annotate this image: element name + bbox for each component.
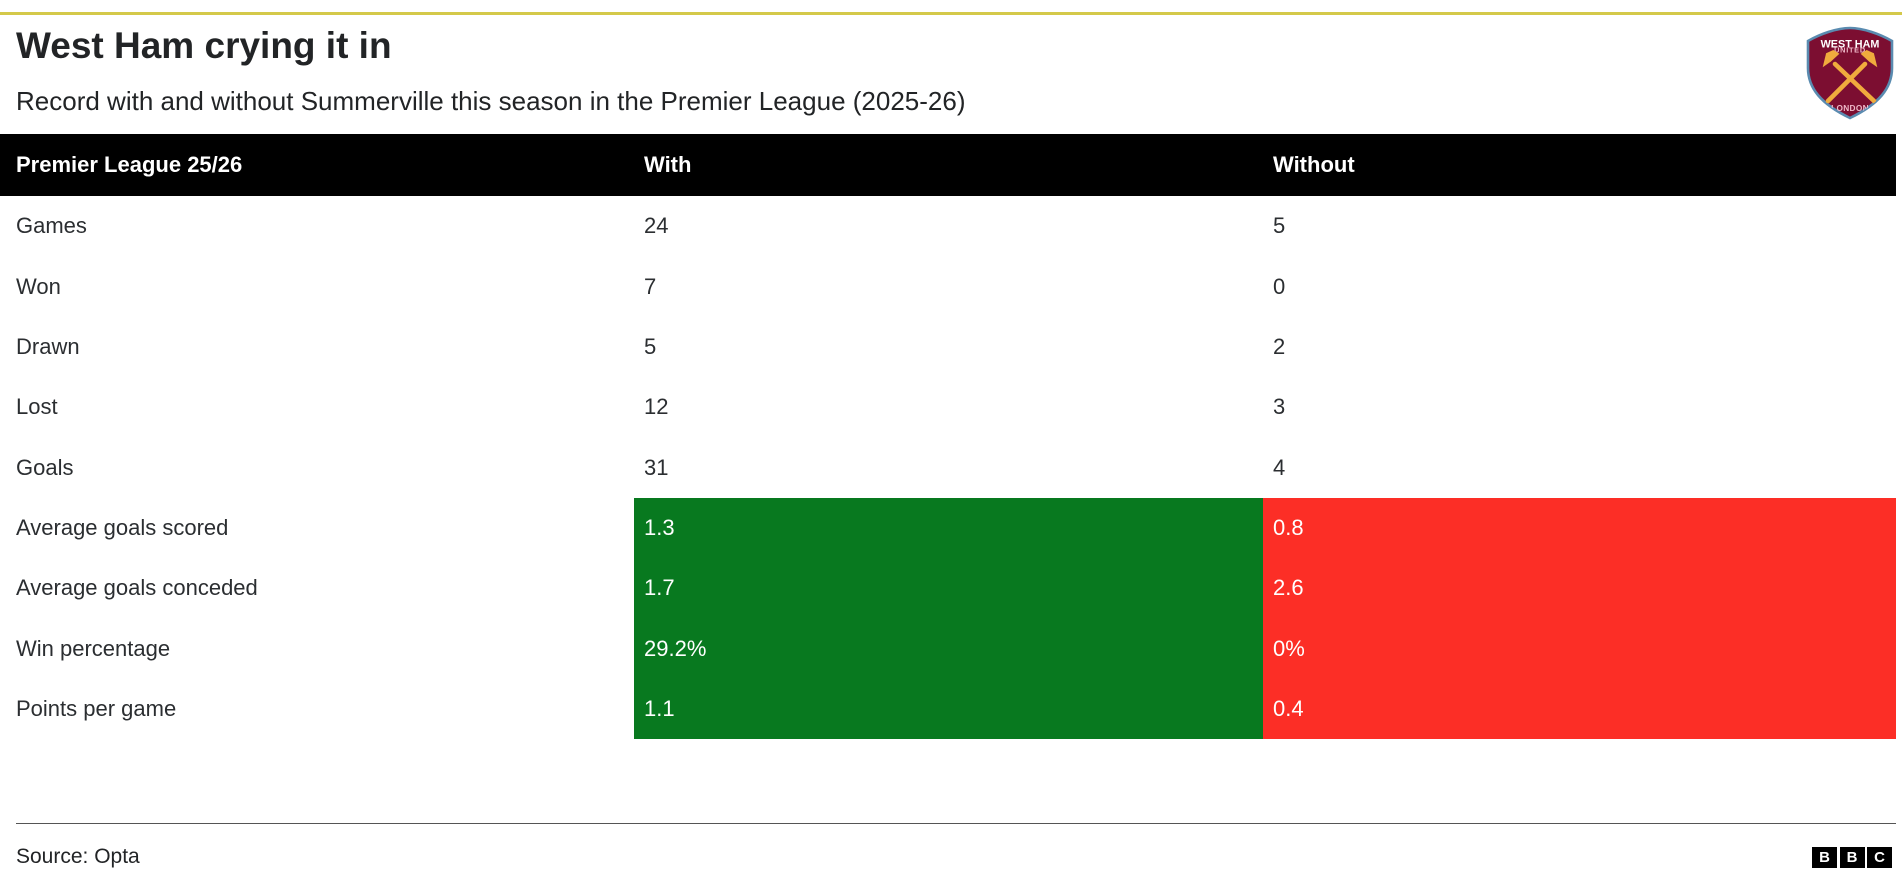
svg-text:UNITED: UNITED (1834, 46, 1866, 55)
